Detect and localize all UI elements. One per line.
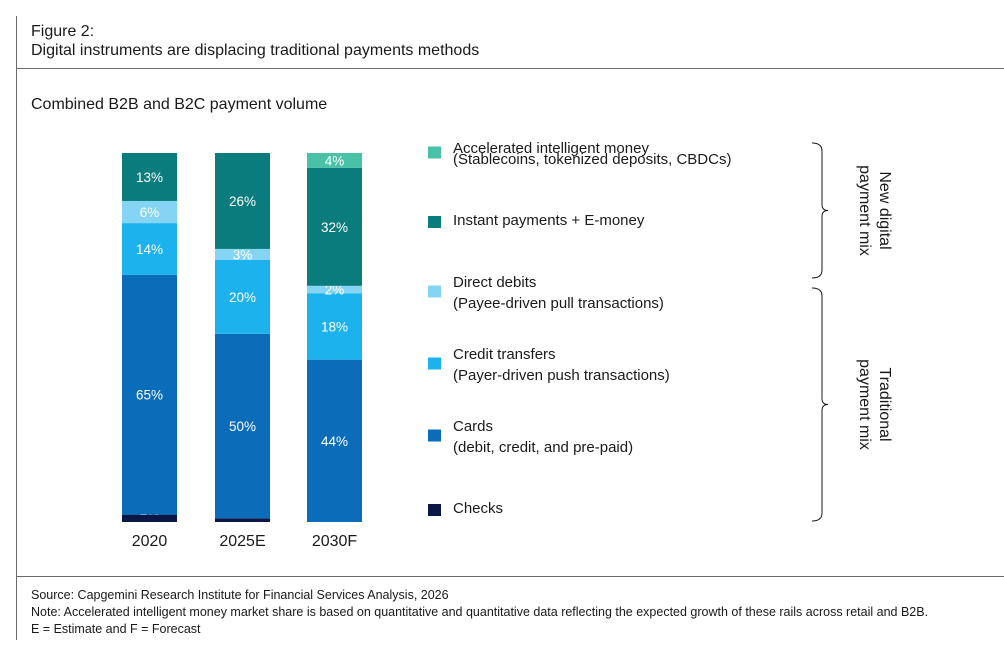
- data-label: 4%: [325, 153, 345, 168]
- group-label-line: New digital: [876, 171, 893, 249]
- legend-label: Direct debits: [453, 274, 536, 291]
- group-label: New digitalpayment mix: [856, 165, 893, 256]
- legend-detail: (debit, credit, and pre-paid): [453, 439, 633, 456]
- legend-label: Cards: [453, 418, 493, 435]
- group-label: Traditionalpayment mix: [856, 359, 893, 450]
- legend-swatch: [428, 504, 441, 516]
- legend-label: Checks: [453, 500, 503, 517]
- bar-segment-checks-2025e: [215, 518, 270, 522]
- bar-segment-instant-payments-e-money-2030f: [307, 167, 362, 286]
- data-label: 50%: [229, 419, 256, 434]
- data-label: 26%: [229, 194, 256, 209]
- bar-segment-instant-payments-e-money-2020: [122, 153, 177, 201]
- group-bracket: [811, 287, 829, 522]
- bar-segment-direct-debits-2025e: [215, 248, 270, 261]
- bar-segment-accelerated-intelligent-money-2030f: [307, 153, 362, 168]
- bar-segment-instant-payments-e-money-2025e: [215, 153, 270, 249]
- bar-segment-direct-debits-2020: [122, 200, 177, 224]
- category-label: 2030F: [312, 533, 358, 550]
- group-label-line: payment mix: [856, 359, 873, 450]
- data-label: 13%: [136, 170, 163, 185]
- bar-segment-cards-2020: [122, 274, 177, 515]
- category-label: 2020: [132, 533, 168, 550]
- bar-segment-cards-2030f: [307, 359, 362, 522]
- data-label: 2%: [325, 283, 345, 298]
- data-label: 20%: [229, 290, 256, 305]
- source-text: Source: Capgemini Research Institute for…: [31, 588, 449, 602]
- bar-segment-credit-transfers-2025e: [215, 260, 270, 334]
- data-label: 65%: [136, 388, 163, 403]
- legend-detail: (Stablecoins, tokenized deposits, CBDCs): [453, 151, 731, 168]
- legend-label: Accelerated intelligent money: [453, 140, 649, 157]
- legend-swatch: [428, 429, 441, 442]
- note-text: Note: Accelerated intelligent money mark…: [31, 605, 929, 619]
- group-label-line: payment mix: [856, 165, 873, 256]
- legend-swatch: [428, 146, 441, 159]
- legend-label: Instant payments + E-money: [453, 212, 645, 229]
- left-rule: [16, 16, 17, 640]
- group-bracket: [811, 142, 829, 279]
- figure-title: Digital instruments are displacing tradi…: [31, 42, 480, 59]
- category-label: 2025E: [219, 533, 265, 550]
- stacked-bar-chart: 2%65%14%6%13%20201%50%20%3%26%2025E0%44%…: [122, 140, 893, 550]
- data-label: 3%: [233, 247, 253, 262]
- bar-segment-credit-transfers-2030f: [307, 293, 362, 360]
- bar-segment-cards-2025e: [215, 333, 270, 519]
- chart-subtitle: Combined B2B and B2C payment volume: [31, 96, 328, 113]
- header-rule: [16, 68, 1004, 69]
- group-label-line: Traditional: [876, 367, 893, 441]
- footer-rule: [16, 576, 1004, 577]
- legend-swatch: [428, 285, 441, 298]
- legend-detail: (Payer-driven push transactions): [453, 367, 670, 384]
- abbrev-text: E = Estimate and F = Forecast: [31, 622, 201, 636]
- legend-detail: (Payee-driven pull transactions): [453, 295, 664, 312]
- data-label: 32%: [321, 220, 348, 235]
- bar-segment-checks-2020: [122, 514, 177, 522]
- data-label: 14%: [136, 242, 163, 257]
- figure-label: Figure 2:: [31, 23, 95, 40]
- legend-label: Credit transfers: [453, 346, 556, 363]
- legend-swatch: [428, 357, 441, 370]
- data-label: 44%: [321, 434, 348, 449]
- data-label: 18%: [321, 319, 348, 334]
- bar-segment-direct-debits-2030f: [307, 285, 362, 294]
- bar-segment-credit-transfers-2020: [122, 223, 177, 275]
- data-label: 6%: [140, 205, 160, 220]
- legend-swatch: [428, 216, 441, 228]
